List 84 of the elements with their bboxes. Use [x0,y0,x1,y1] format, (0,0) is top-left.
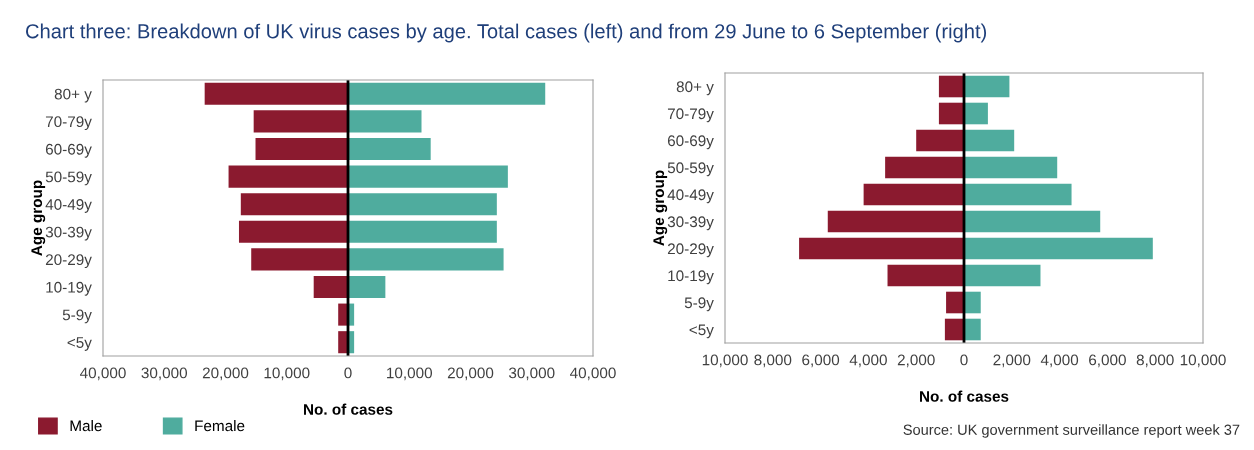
x-tick-label: 40,000 [569,367,616,381]
y-tick-label: 10-19y [46,281,92,296]
bar [964,264,1041,287]
bar [938,102,964,125]
x-axis-title: No. of cases [920,390,1009,402]
y-tick-label: 5-9y [684,297,714,312]
bar [228,165,348,188]
bar [964,237,1153,260]
y-axis-title: Age group [653,170,668,246]
bar [964,291,981,314]
bar [348,220,497,243]
y-tick-label: 70-79y [45,116,92,131]
bar [348,193,497,216]
bar [964,183,1072,206]
bar [916,129,964,152]
y-tick-label: 10-19y [668,270,714,285]
x-tick-label: 2,000 [993,354,1031,368]
bar [964,75,1010,98]
x-tick-label: 20,000 [447,367,494,381]
y-tick-label: 80+ y [676,81,714,96]
y-tick-label: 40-49y [45,199,92,213]
legend-label: Female [195,420,245,432]
x-tick-label: 8,000 [1136,354,1174,368]
bar [348,137,431,161]
y-tick-label: 5-9y [62,309,92,324]
x-tick-label: 6,000 [802,354,840,368]
y-tick-label: 60-69y [45,143,92,158]
y-tick-label: 80+ y [54,88,92,103]
y-axis-title: Age group [31,180,46,256]
x-tick-label: 10,000 [264,367,310,381]
x-tick-label: 10,000 [387,367,433,381]
bar [251,248,348,271]
x-tick-label: 0 [344,367,352,379]
x-tick-label: 2,000 [897,354,935,368]
bar [964,318,981,341]
bar [885,156,964,179]
y-tick-label: 50-59y [667,162,714,177]
bar [944,318,964,341]
bar [255,137,348,161]
bar [348,165,508,188]
bar [964,102,988,125]
x-tick-label: 40,000 [79,367,126,381]
x-tick-label: 0 [960,354,968,366]
x-tick-label: 30,000 [141,367,188,381]
x-tick-label: 30,000 [508,367,555,381]
y-tick-label: 20-29y [45,254,92,269]
bar [313,275,348,299]
y-tick-label: 30-39y [667,216,714,231]
chart-title: Chart three: Breakdown of UK virus cases by age. Total cases (left) and from 29 June to 6 September (right) [26,23,987,43]
x-tick-label: 10,000 [702,354,748,368]
x-tick-label: 4,000 [849,354,887,368]
bar [348,82,546,105]
y-tick-label: <5y [689,324,714,339]
source-note: Source: UK government surveillance report week 37 [903,424,1240,438]
bar [204,82,348,105]
bar [253,110,348,133]
y-tick-label: 70-79y [667,108,714,123]
x-tick-label: 8,000 [754,354,792,368]
bar [240,193,348,216]
y-tick-label: 40-49y [667,189,714,204]
bar [887,264,964,287]
bar [348,275,386,299]
legend-label: Male [70,420,102,432]
y-tick-label: 50-59y [45,171,92,186]
bar [964,156,1058,179]
x-tick-label: 4,000 [1040,354,1079,368]
y-tick-label: 20-29y [667,243,714,258]
x-tick-label: 10,000 [1180,354,1226,368]
bar [238,220,348,243]
y-tick-label: <5y [67,337,92,351]
bar [964,210,1101,233]
y-tick-label: 30-39y [45,226,92,241]
bar [863,183,964,206]
bar [827,210,964,233]
y-tick-label: 60-69y [667,135,714,150]
bar [964,129,1015,152]
x-tick-label: 6,000 [1089,354,1126,368]
bar [799,237,964,260]
bar [348,248,504,271]
x-tick-label: 20,000 [202,367,249,381]
bar [946,291,964,314]
bar [348,110,422,133]
x-axis-title: No. of cases [304,403,393,415]
bar [938,75,964,98]
